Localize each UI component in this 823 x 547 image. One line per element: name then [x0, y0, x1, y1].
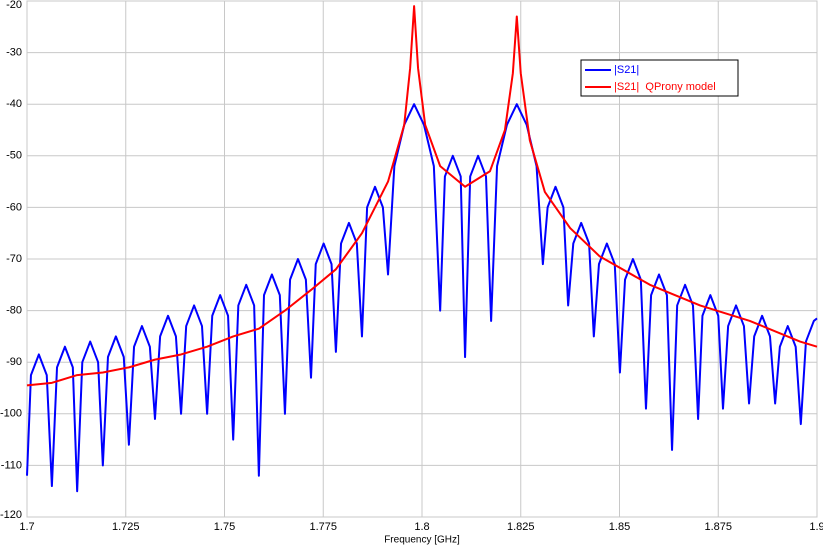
x-tick-label: 1.9 [809, 521, 823, 533]
y-tick-label: -60 [6, 201, 22, 213]
y-tick-label: -110 [1, 459, 22, 471]
y-tick-label: -120 [0, 509, 22, 521]
legend-label: |S21| [614, 64, 639, 76]
y-tick-label: -30 [6, 47, 22, 59]
plot-frame [26, 0, 818, 518]
x-tick-label: 1.825 [507, 521, 535, 533]
y-tick-label: -50 [6, 150, 22, 162]
y-tick-label: -90 [6, 356, 22, 368]
x-axis-label: Frequency [GHz] [384, 535, 460, 546]
x-tick-label: 1.8 [414, 521, 429, 533]
y-tick-label: -80 [6, 305, 22, 317]
y-tick-label: -70 [6, 253, 22, 265]
x-tick-label: 1.75 [214, 521, 235, 533]
series-line [26, 103, 818, 493]
legend: |S21| |S21| QProny model [580, 59, 739, 97]
x-tick-label: 1.875 [704, 521, 732, 533]
series-line [26, 5, 818, 387]
x-tick-label: 1.7 [19, 521, 34, 533]
y-tick-label: -100 [0, 408, 22, 420]
y-tick-label: -40 [6, 98, 22, 110]
legend-label: |S21| QProny model [614, 81, 716, 93]
x-tick-label: 1.775 [309, 521, 337, 533]
x-tick-label: 1.85 [609, 521, 630, 533]
legend-box [580, 59, 739, 97]
x-tick-label: 1.725 [112, 521, 140, 533]
y-tick-label: -20 [6, 0, 22, 11]
